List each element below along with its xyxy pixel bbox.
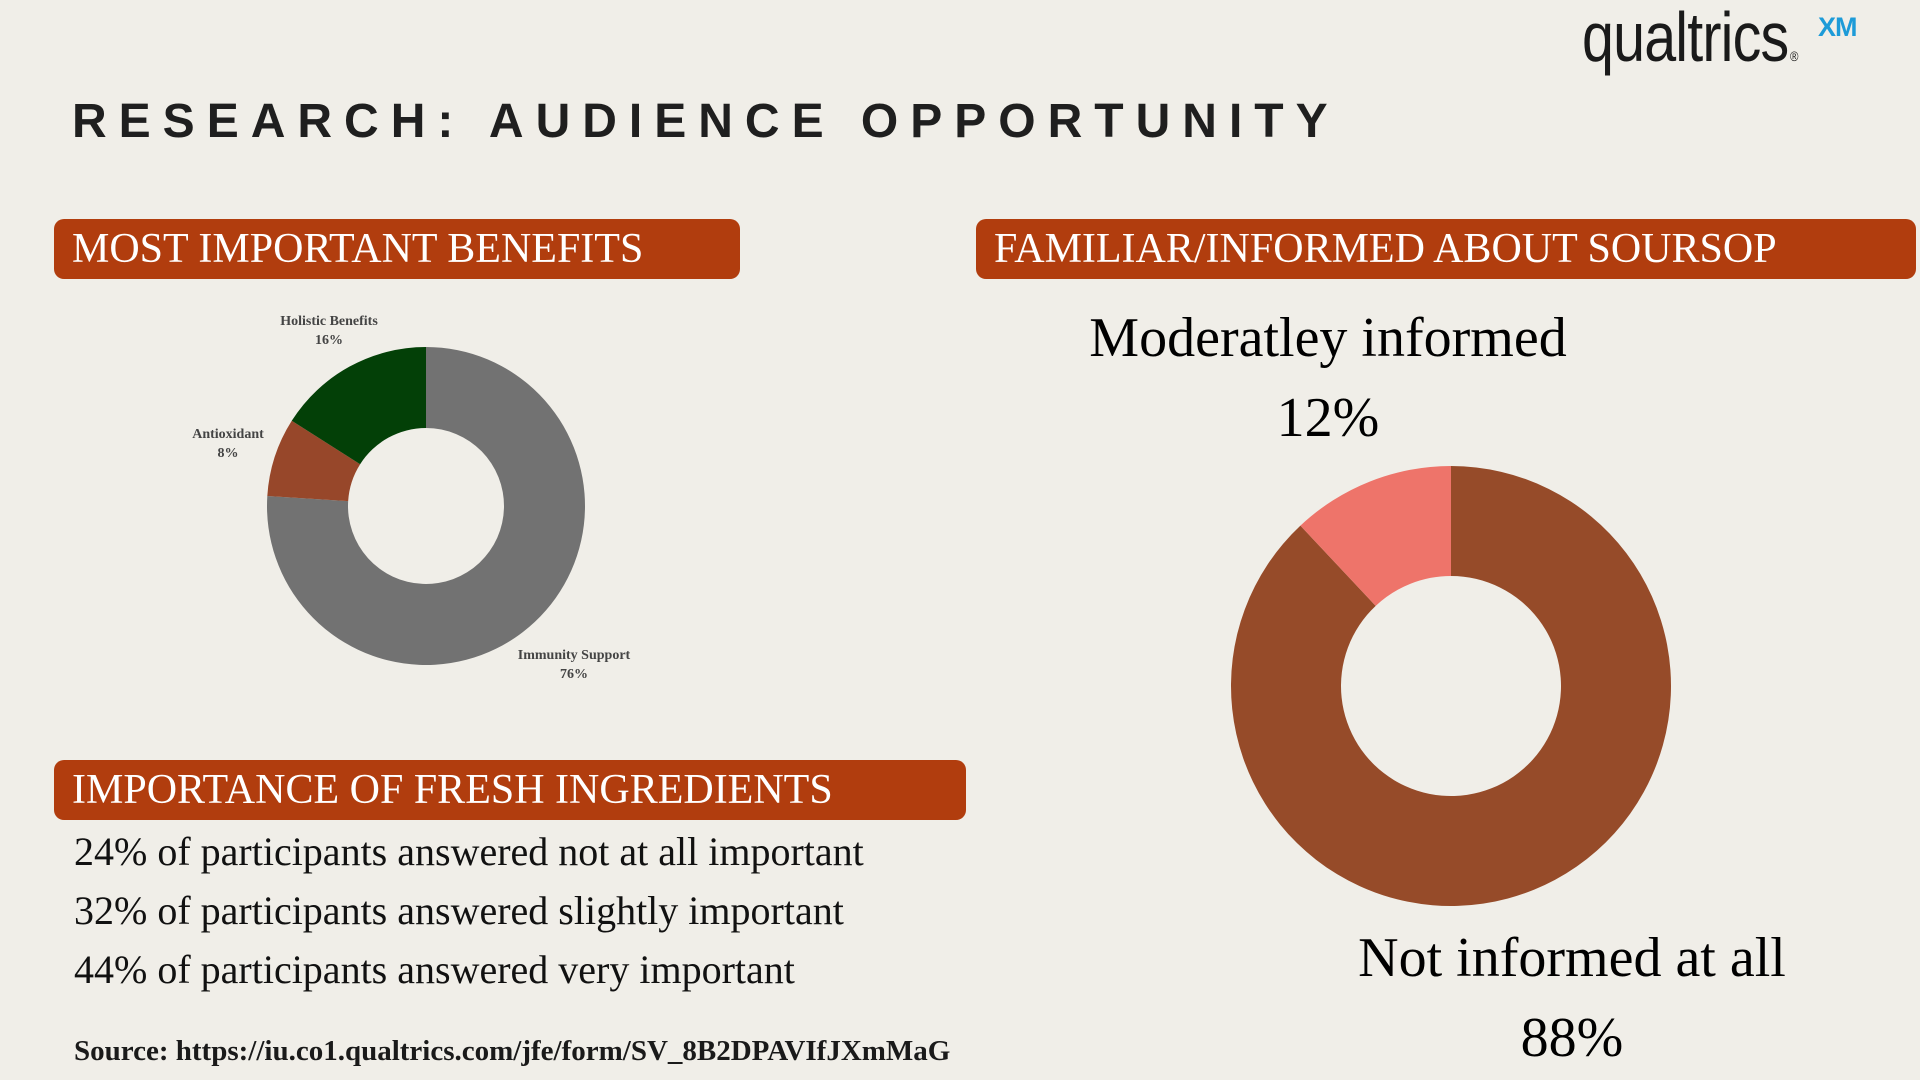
benefits-label-immunity-name: Immunity Support: [517, 648, 631, 663]
benefits-slice-immunity-support: [267, 347, 585, 665]
benefits-heading: MOST IMPORTANT BENEFITS: [54, 219, 740, 279]
benefits-slice-antioxidant: [267, 420, 361, 502]
familiar-label-moderately-name: Moderatley informed: [1089, 307, 1567, 369]
logo-registered-mark: ®: [1789, 48, 1798, 64]
familiar-label-not-informed-value: 88%: [1520, 1007, 1624, 1069]
familiar-slice-moderatley-informed: [1300, 466, 1451, 606]
logo-brand: qualtrics: [1582, 0, 1789, 76]
qualtrics-logo: qualtrics ®: [1582, 2, 1798, 72]
benefits-label-antioxidant-name: Antioxidant: [192, 427, 264, 442]
benefits-label-immunity: Immunity Support 76%: [518, 647, 630, 685]
benefits-label-antioxidant-value: 8%: [217, 445, 239, 461]
page-title: RESEARCH: AUDIENCE OPPORTUNITY: [72, 95, 1340, 148]
logo-xm-suffix: XM: [1818, 12, 1857, 42]
list-item: 24% of participants answered not at all …: [74, 829, 864, 874]
familiar-label-moderately: Moderatley informed 12%: [1089, 298, 1566, 458]
familiar-slice-not-informed-at-all: [1231, 466, 1671, 906]
fresh-heading: IMPORTANCE OF FRESH INGREDIENTS: [54, 760, 966, 820]
benefits-donut-chart: [267, 347, 585, 665]
source-citation: Source: https://iu.co1.qualtrics.com/jfe…: [74, 1035, 951, 1067]
benefits-slice-holistic-benefits: [291, 347, 426, 465]
familiar-label-not-informed: Not informed at all 88%: [1358, 918, 1786, 1078]
benefits-label-holistic: Holistic Benefits 16%: [280, 313, 378, 351]
familiar-label-moderately-value: 12%: [1276, 387, 1380, 449]
benefits-label-antioxidant: Antioxidant 8%: [192, 426, 264, 464]
fresh-ingredients-list: 24% of participants answered not at all …: [74, 822, 864, 999]
benefits-label-holistic-name: Holistic Benefits: [280, 314, 378, 329]
benefits-label-holistic-value: 16%: [314, 332, 343, 348]
list-item: 44% of participants answered very import…: [74, 947, 795, 992]
list-item: 32% of participants answered slightly im…: [74, 888, 844, 933]
familiar-label-not-informed-name: Not informed at all: [1358, 927, 1786, 989]
familiar-donut-chart: [1231, 466, 1671, 906]
familiar-heading: FAMILIAR/INFORMED ABOUT SOURSOP: [976, 219, 1916, 279]
benefits-label-immunity-value: 76%: [559, 666, 588, 682]
